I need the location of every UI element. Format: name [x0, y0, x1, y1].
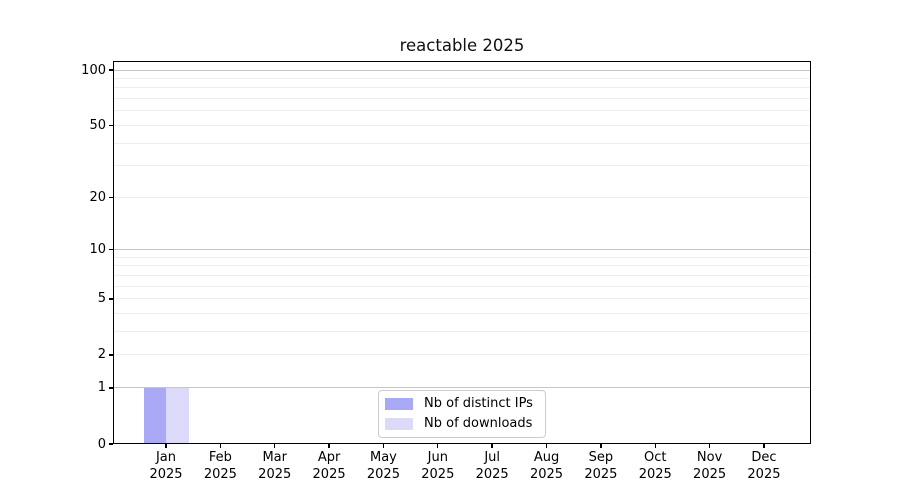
x-tick-year: 2025: [584, 466, 618, 482]
y-tick-mark: [109, 249, 113, 251]
x-tick-month: Mar: [262, 450, 287, 465]
x-tick-month: Nov: [696, 450, 723, 465]
x-tick-year: 2025: [366, 466, 400, 482]
x-tick-year: 2025: [638, 466, 672, 482]
y-tick-label: 2: [97, 347, 106, 363]
legend: Nb of distinct IPs Nb of downloads: [378, 390, 546, 438]
y-tick-label: 10: [89, 242, 106, 258]
y-gridline-minor: [113, 142, 811, 144]
x-tick-year: 2025: [312, 466, 346, 482]
y-gridline-major: [113, 69, 811, 71]
x-tick-year: 2025: [421, 466, 455, 482]
x-tick-month: Jul: [484, 450, 500, 465]
legend-label-distinct-ips: Nb of distinct IPs: [424, 396, 533, 411]
x-tick-label: Apr 2025: [299, 450, 359, 483]
y-gridline-minor: [113, 265, 811, 267]
y-tick-mark: [109, 124, 113, 127]
y-tick-label: 0: [97, 436, 106, 452]
x-tick-month: Jun: [427, 450, 448, 465]
x-tick-mark: [219, 444, 222, 448]
x-tick-year: 2025: [203, 466, 237, 482]
x-tick-year: 2025: [529, 466, 564, 482]
x-tick-mark: [274, 444, 276, 448]
x-tick-label: Dec 2025: [734, 450, 794, 483]
legend-item-downloads: Nb of downloads: [385, 417, 537, 431]
y-tick-label: 5: [97, 291, 106, 307]
y-tick-mark: [109, 69, 113, 71]
y-tick-label: 100: [81, 62, 106, 78]
x-tick-mark: [763, 444, 765, 448]
y-gridline-minor: [113, 331, 811, 333]
y-gridline-minor: [113, 298, 811, 300]
x-tick-month: Oct: [643, 450, 667, 465]
x-tick-label: May 2025: [353, 450, 413, 483]
x-tick-year: 2025: [747, 466, 781, 482]
plot-area: [113, 61, 811, 444]
y-gridline-minor: [113, 256, 811, 258]
x-tick-mark: [165, 444, 167, 448]
x-tick-label: Sep 2025: [571, 450, 631, 483]
x-tick-month: Jan: [155, 450, 177, 465]
legend-label-downloads: Nb of downloads: [424, 416, 533, 431]
x-tick-month: May: [369, 450, 397, 465]
y-gridline-minor: [113, 78, 811, 80]
y-gridline-minor: [113, 313, 811, 315]
y-tick-mark: [109, 443, 113, 445]
y-tick-label: 50: [89, 117, 106, 133]
x-tick-label: Jun 2025: [408, 450, 468, 483]
x-tick-mark: [382, 444, 385, 448]
y-gridline-minor: [113, 354, 811, 356]
x-tick-label: Jul 2025: [462, 450, 522, 483]
y-tick-mark: [109, 354, 113, 356]
bar-downloads: [166, 387, 189, 444]
legend-swatch-distinct-ips: [385, 398, 413, 410]
x-tick-month: Dec: [751, 450, 777, 465]
y-tick-label: 20: [89, 189, 106, 205]
y-gridline-minor: [113, 196, 811, 198]
y-tick-mark: [109, 387, 113, 389]
x-tick-mark: [545, 444, 548, 448]
x-tick-year: 2025: [475, 466, 509, 482]
chart-title: reactable 2025: [399, 36, 525, 55]
x-tick-month: Sep: [588, 450, 614, 465]
x-tick-year: 2025: [258, 466, 292, 482]
x-tick-mark: [600, 444, 602, 448]
x-tick-label: Nov 2025: [680, 450, 740, 483]
y-gridline-major: [113, 387, 811, 389]
x-tick-month: Feb: [208, 450, 232, 465]
x-tick-year: 2025: [149, 466, 183, 482]
x-tick-month: Aug: [533, 450, 560, 465]
y-gridline-minor: [113, 124, 811, 126]
y-gridline-minor: [113, 285, 811, 287]
x-tick-label: Oct 2025: [625, 450, 685, 483]
x-tick-year: 2025: [693, 466, 727, 482]
x-tick-mark: [491, 444, 493, 448]
legend-item-distinct-ips: Nb of distinct IPs: [385, 397, 537, 411]
y-tick-mark: [109, 196, 113, 199]
x-tick-label: Aug 2025: [517, 450, 577, 483]
x-tick-label: Feb 2025: [190, 450, 250, 483]
x-tick-label: Jan 2025: [136, 450, 196, 483]
y-gridline-minor: [113, 275, 811, 277]
x-tick-mark: [708, 444, 711, 448]
x-tick-month: Apr: [317, 450, 341, 465]
legend-swatch-downloads: [385, 418, 413, 430]
y-gridline-minor: [113, 87, 811, 89]
y-tick-mark: [109, 298, 113, 300]
x-tick-mark: [437, 444, 439, 448]
y-gridline-minor: [113, 110, 811, 112]
y-gridline-major: [113, 249, 811, 251]
y-gridline-minor: [113, 98, 811, 100]
x-tick-label: Mar 2025: [245, 450, 305, 483]
bar-distinct-ips: [143, 387, 166, 444]
x-tick-mark: [328, 444, 330, 448]
y-tick-label: 1: [97, 380, 106, 396]
y-gridline-minor: [113, 165, 811, 167]
x-tick-mark: [654, 444, 656, 448]
